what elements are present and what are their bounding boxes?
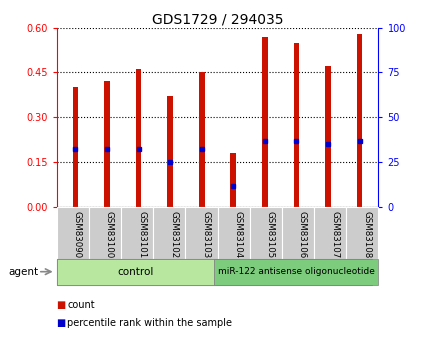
Bar — [167, 96, 173, 207]
Bar — [281, 207, 313, 259]
Bar — [89, 207, 121, 259]
Text: GSM83103: GSM83103 — [201, 211, 210, 258]
Text: GSM83090: GSM83090 — [72, 211, 82, 258]
Text: miR-122 antisense oligonucleotide: miR-122 antisense oligonucleotide — [217, 267, 374, 276]
Bar — [185, 207, 217, 259]
Text: control: control — [117, 267, 153, 277]
Text: GSM83101: GSM83101 — [137, 211, 146, 258]
Bar — [153, 207, 185, 259]
Bar — [72, 87, 78, 207]
Text: percentile rank within the sample: percentile rank within the sample — [67, 318, 232, 327]
Text: ■: ■ — [56, 300, 66, 310]
Bar — [56, 207, 89, 259]
Text: GDS1729 / 294035: GDS1729 / 294035 — [151, 12, 283, 26]
Bar — [135, 69, 141, 207]
Bar — [56, 259, 214, 285]
Bar — [104, 81, 110, 207]
Bar — [217, 207, 249, 259]
Text: GSM83107: GSM83107 — [329, 211, 339, 258]
Text: count: count — [67, 300, 95, 310]
Bar — [313, 207, 345, 259]
Bar — [293, 42, 299, 207]
Text: GSM83108: GSM83108 — [362, 211, 371, 258]
Bar — [230, 153, 236, 207]
Bar — [356, 33, 362, 207]
Bar — [324, 67, 330, 207]
Text: GSM83100: GSM83100 — [105, 211, 114, 258]
Text: GSM83105: GSM83105 — [265, 211, 274, 258]
Bar — [198, 72, 204, 207]
Bar — [345, 207, 378, 259]
Text: ■: ■ — [56, 318, 66, 327]
Text: GSM83104: GSM83104 — [233, 211, 242, 258]
Text: GSM83106: GSM83106 — [297, 211, 306, 258]
Bar — [214, 259, 378, 285]
Bar — [121, 207, 153, 259]
Text: agent: agent — [9, 267, 39, 276]
Text: GSM83102: GSM83102 — [169, 211, 178, 258]
Bar — [261, 37, 267, 207]
Bar — [249, 207, 281, 259]
